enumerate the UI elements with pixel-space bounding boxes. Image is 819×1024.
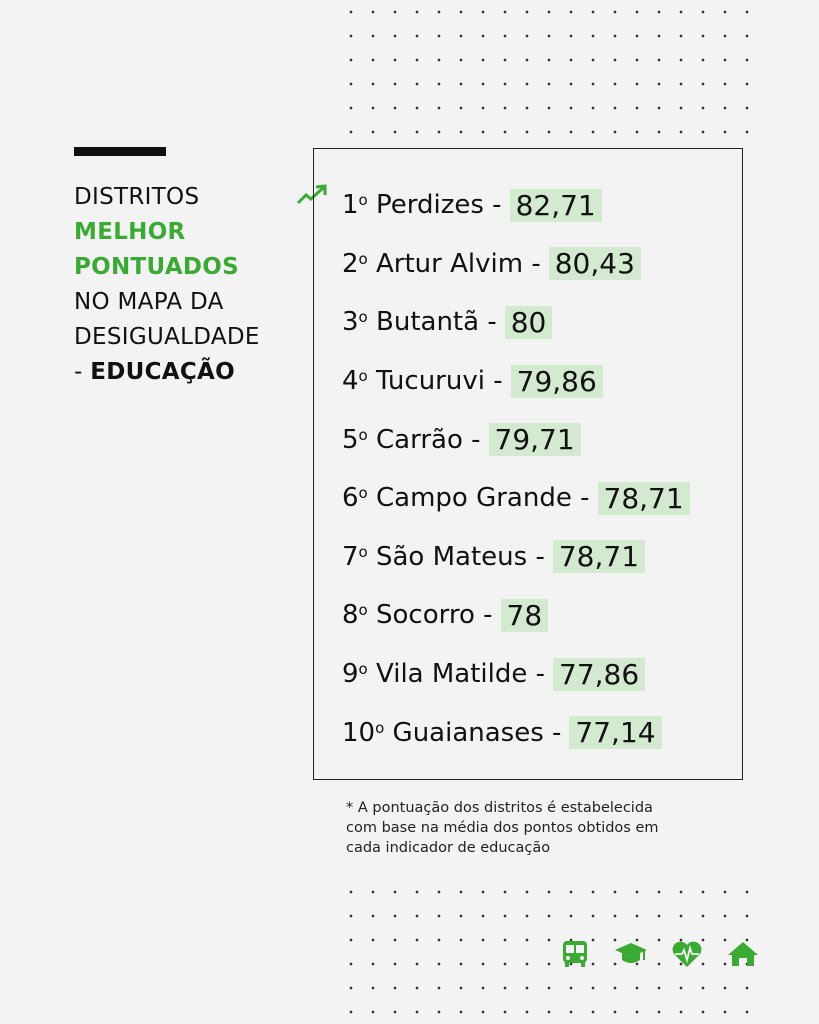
footnote-line: com base na média dos pontos obtidos em	[346, 820, 659, 836]
rank-number: 6	[342, 483, 359, 514]
rank-ordinal: o	[358, 191, 368, 210]
graduation-cap-icon	[614, 940, 648, 968]
district-name: São Mateus	[376, 541, 528, 572]
ranking-row: 8o Socorro -78	[342, 586, 690, 645]
rank: 3o	[342, 307, 368, 337]
rank-number: 8	[342, 600, 359, 631]
trending-up-icon	[296, 184, 327, 205]
separator: -	[492, 190, 502, 221]
rank-number: 2	[342, 248, 359, 279]
ranking-row: 7o São Mateus -78,71	[342, 528, 690, 587]
district-score: 77,86	[553, 657, 646, 691]
district-score: 78,71	[552, 540, 646, 574]
district-score: 78	[500, 598, 549, 632]
heading-line: DESIGUALDADE	[74, 324, 260, 350]
district-name: Perdizes	[376, 190, 484, 221]
district-name: Guaianases	[392, 717, 544, 748]
rank: 4o	[342, 366, 368, 396]
heading-bar	[74, 147, 166, 156]
district-name: Socorro	[376, 600, 475, 631]
heading-line: NO MAPA DA	[74, 289, 224, 315]
rank: 8o	[342, 600, 368, 630]
rank: 2o	[342, 249, 368, 279]
ranking-list: 1o Perdizes -82,71 2o Artur Alvim -80,43 3…	[342, 176, 690, 762]
heading-line: DISTRITOS	[74, 184, 200, 210]
district-score: 79,71	[488, 423, 581, 457]
ranking-row: 2o Artur Alvim -80,43	[342, 235, 690, 294]
ranking-box	[313, 148, 743, 780]
separator: -	[471, 424, 481, 455]
district-score: 80	[504, 305, 553, 339]
rank: 5o	[342, 425, 368, 455]
category-icons	[558, 940, 760, 968]
rank-number: 4	[342, 366, 359, 397]
heading-dash: -	[74, 359, 91, 385]
rank: 10o	[342, 718, 384, 748]
rank-ordinal: o	[358, 367, 368, 386]
rank: 7o	[342, 542, 368, 572]
rank-number: 1	[342, 190, 359, 221]
rank-ordinal: o	[358, 484, 368, 503]
district-score: 79,86	[510, 364, 603, 398]
ranking-row: 1o Perdizes -82,71	[342, 176, 690, 235]
heading-line-highlight: PONTUADOS	[74, 254, 240, 280]
ranking-row: 9o Vila Matilde -77,86	[342, 645, 690, 704]
rank-number: 10	[342, 717, 376, 748]
rank-ordinal: o	[358, 308, 368, 327]
district-name: Vila Matilde	[376, 659, 528, 690]
rank-ordinal: o	[358, 660, 368, 679]
district-score: 80,43	[548, 247, 641, 281]
ranking-row: 10o Guaianases -77,14	[342, 703, 690, 762]
separator: -	[483, 600, 493, 631]
ranking-row: 6o Campo Grande -78,71	[342, 469, 690, 528]
footnote-line: cada indicador de educação	[346, 840, 551, 856]
separator: -	[580, 483, 590, 514]
district-name: Campo Grande	[376, 483, 572, 514]
rank: 9o	[342, 659, 368, 689]
rank-number: 3	[342, 307, 359, 338]
separator: -	[531, 248, 541, 279]
bus-icon	[558, 940, 592, 968]
rank-ordinal: o	[358, 542, 368, 561]
ranking-row: 4o Tucuruvi -79,86	[342, 352, 690, 411]
footnote-line: * A pontuação dos distritos é estabeleci…	[346, 800, 653, 816]
rank: 6o	[342, 483, 368, 513]
heading: DISTRITOS MELHOR PONTUADOS NO MAPA DA DE…	[74, 180, 260, 390]
district-score: 77,14	[569, 716, 662, 750]
district-name: Carrão	[376, 424, 463, 455]
separator: -	[493, 366, 503, 397]
district-score: 82,71	[509, 188, 602, 222]
separator: -	[535, 541, 545, 572]
home-icon	[726, 940, 760, 968]
district-score: 78,71	[597, 481, 690, 515]
rank-ordinal: o	[358, 425, 368, 444]
dot-pattern-top	[340, 0, 760, 136]
heart-pulse-icon	[670, 940, 704, 968]
district-name: Tucuruvi	[376, 366, 485, 397]
ranking-row: 3o Butantã -80	[342, 293, 690, 352]
separator: -	[487, 307, 497, 338]
heading-topic: EDUCAÇÃO	[90, 359, 236, 385]
district-name: Butantã	[376, 307, 480, 338]
rank-ordinal: o	[358, 601, 368, 620]
rank-number: 7	[342, 541, 359, 572]
rank-ordinal: o	[358, 249, 368, 268]
ranking-row: 5o Carrão -79,71	[342, 410, 690, 469]
separator: -	[552, 717, 562, 748]
district-name: Artur Alvim	[376, 248, 524, 279]
rank-number: 9	[342, 659, 359, 690]
heading-line-highlight: MELHOR	[74, 219, 186, 245]
footnote: * A pontuação dos distritos é estabeleci…	[346, 798, 659, 858]
rank-ordinal: o	[375, 718, 385, 737]
rank-number: 5	[342, 424, 359, 455]
rank: 1o	[342, 190, 368, 220]
separator: -	[535, 659, 546, 690]
